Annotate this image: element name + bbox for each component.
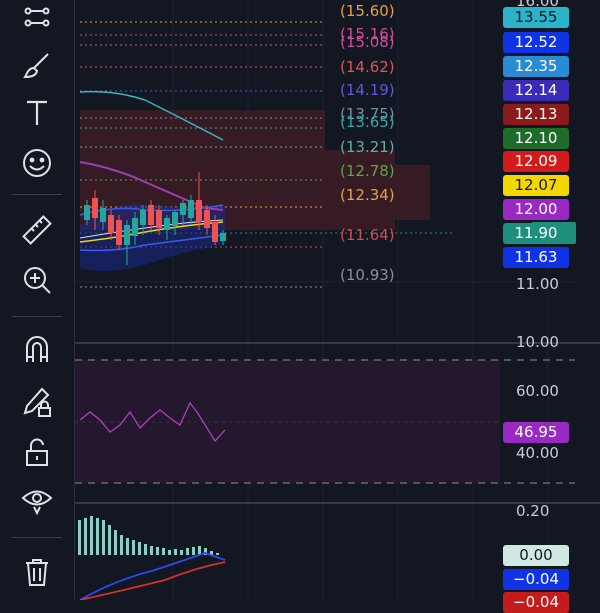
rsi-axis-label: 60.00 bbox=[516, 382, 559, 400]
price-badge: 12.13 bbox=[503, 104, 569, 125]
trend-lines-icon[interactable] bbox=[14, 0, 60, 36]
price-badge: 12.10 bbox=[503, 128, 569, 149]
price-badge: 12.52 bbox=[503, 32, 569, 53]
rsi-axis-label: 40.00 bbox=[516, 444, 559, 462]
unlock-icon[interactable] bbox=[14, 432, 60, 472]
magnet-icon[interactable] bbox=[14, 330, 60, 370]
lock-drawing-icon[interactable] bbox=[14, 382, 60, 422]
trash-icon[interactable] bbox=[14, 552, 60, 592]
macd-histogram-badge: 0.00 bbox=[503, 545, 569, 566]
macd-axis-label: 0.20 bbox=[516, 502, 550, 520]
price-badge: 12.09 bbox=[503, 151, 569, 172]
price-level-label: (13.21) bbox=[340, 138, 395, 156]
price-level-label: (15.08) bbox=[340, 33, 395, 51]
last-price-badge: 11.90 bbox=[503, 223, 569, 244]
price-level-label: (14.19) bbox=[340, 81, 395, 99]
price-badge: 12.07 bbox=[503, 175, 569, 196]
price-axis-label: 11.00 bbox=[516, 275, 559, 293]
price-level-label: (14.62) bbox=[340, 58, 395, 76]
price-level-label: (10.93) bbox=[340, 266, 395, 284]
price-level-label: (15.16) bbox=[340, 25, 395, 43]
ruler-icon[interactable] bbox=[14, 210, 60, 250]
price-badge: 11.63 bbox=[503, 247, 569, 268]
emoji-icon[interactable] bbox=[14, 143, 60, 183]
price-badge: 13.55 bbox=[503, 7, 569, 28]
price-level-label: (13.65) bbox=[340, 113, 395, 131]
macd-signal-badge: −0.04 bbox=[503, 592, 569, 613]
price-level-label: (12.78) bbox=[340, 162, 395, 180]
price-axis-label: 10.00 bbox=[516, 333, 559, 351]
price-level-label: (13.75) bbox=[340, 105, 395, 123]
price-axis-label: 16.00 bbox=[516, 0, 559, 10]
text-icon[interactable] bbox=[14, 93, 60, 133]
eye-icon[interactable] bbox=[14, 480, 60, 520]
drawing-toolbar bbox=[0, 0, 75, 600]
price-level-label: (12.34) bbox=[340, 186, 395, 204]
rsi-value-badge: 46.95 bbox=[503, 422, 569, 443]
chart-area[interactable]: (15.60) (15.16) (15.08) (14.62) (14.19) … bbox=[75, 0, 600, 613]
price-level-label: (11.64) bbox=[340, 226, 395, 244]
macd-line-badge: −0.04 bbox=[503, 569, 569, 590]
price-badge: 12.14 bbox=[503, 80, 569, 101]
zoom-in-icon[interactable] bbox=[14, 260, 60, 300]
price-level-label: (15.60) bbox=[340, 2, 395, 20]
price-badge: 12.35 bbox=[503, 56, 569, 77]
brush-icon[interactable] bbox=[14, 45, 60, 85]
price-badge: 12.00 bbox=[503, 199, 569, 220]
chart-canvas bbox=[75, 0, 600, 600]
